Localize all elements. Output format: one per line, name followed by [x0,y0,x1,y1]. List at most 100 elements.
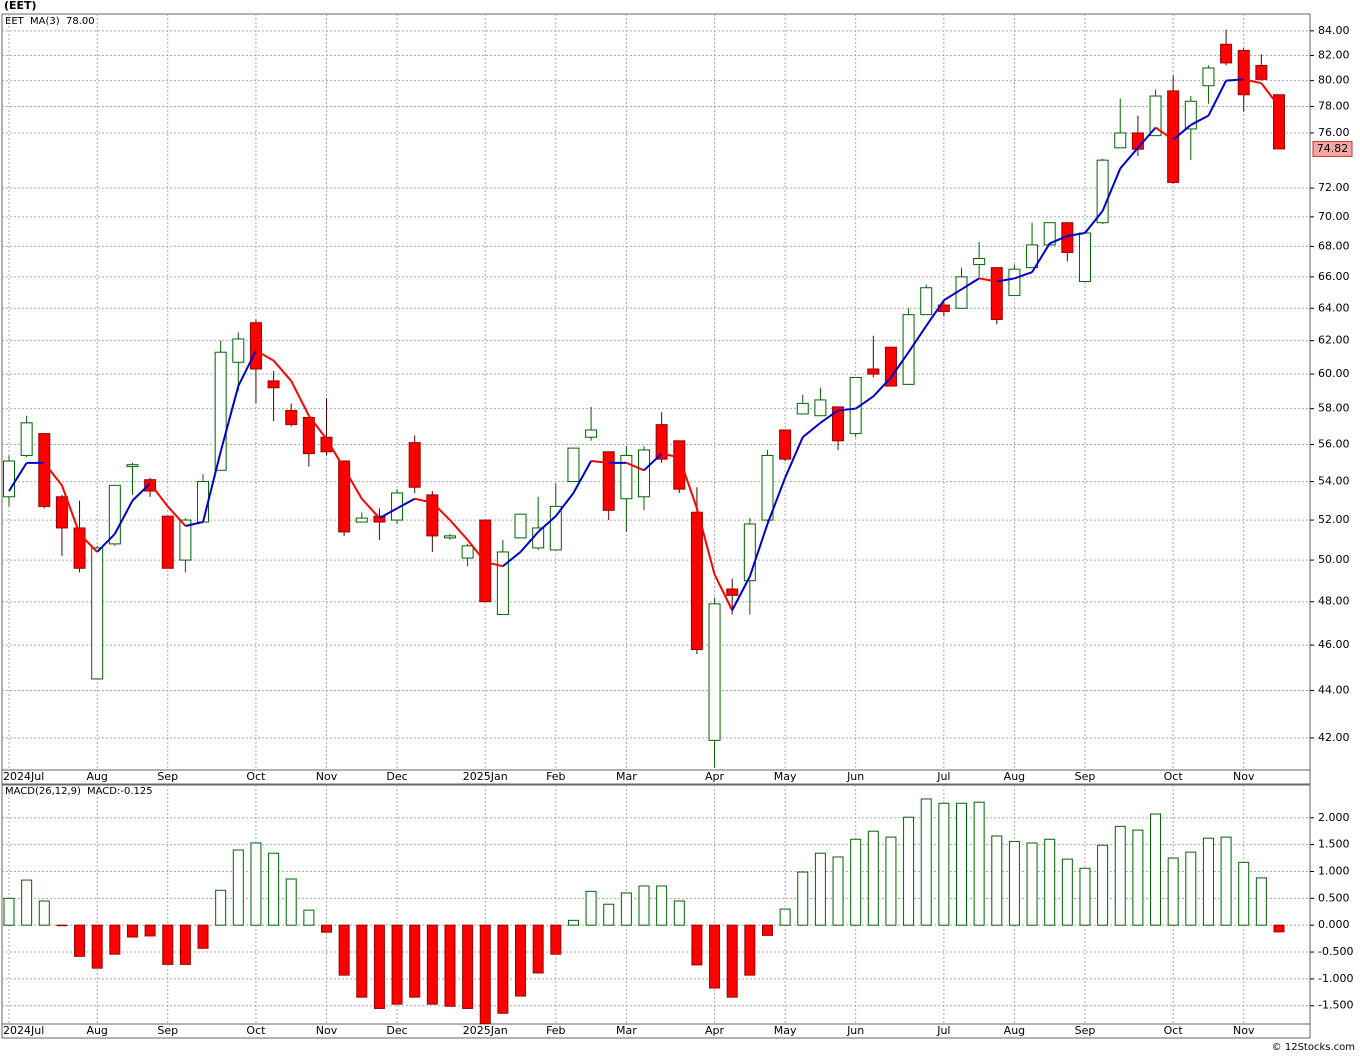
histogram-bar [268,852,280,926]
ma-segment [272,359,292,382]
ma-segment [1190,114,1209,126]
histogram-bar [726,924,738,998]
x-tick-label: Sep [1075,1024,1096,1037]
ma-segment [185,521,204,527]
histogram-bar [1255,877,1267,926]
histogram-bar [1150,813,1162,926]
histogram-bar [462,924,474,1009]
candle-body [3,460,15,498]
ma-segment [219,385,240,453]
candle-body [461,545,474,559]
ma-segment [819,409,839,424]
histogram-bar [850,838,862,926]
histogram-bar [832,856,844,926]
ma-segment [1119,147,1139,170]
histogram-bar [303,909,315,926]
x-tick-label: Jul [936,770,950,783]
histogram-bar [903,816,915,926]
candle-body [973,257,986,266]
candle-body [1149,95,1162,137]
candle-body [38,433,51,507]
histogram-bar [56,924,68,927]
candle-body [55,496,68,529]
ma-segment [519,531,539,553]
candle-body [126,464,139,468]
y-tick-label: 84.00 [1318,24,1350,37]
x-tick-label: May [774,770,797,783]
candle-body [743,523,756,582]
x-tick-label: Mar [616,770,637,783]
histogram-bar [179,924,191,965]
y-tick-label: 76.00 [1318,126,1350,139]
x-tick-label: Apr [705,1024,725,1037]
ma-segment [1031,242,1051,273]
candle-body [179,519,192,561]
candle-body [1255,64,1268,80]
candle-body [91,547,104,680]
ma-segment [555,492,575,517]
x-tick-label: 2024Jul [3,1024,44,1037]
histogram-bar [885,836,897,926]
x-tick-label: Aug [86,1024,107,1037]
candle-body [391,492,404,521]
histogram-bar [1238,861,1250,926]
histogram-bar [1273,924,1285,933]
y-tick-label: 62.00 [1318,334,1350,347]
x-tick-label: Oct [246,770,266,783]
candle-body [373,515,386,523]
y-tick-label: 0.500 [1318,891,1350,904]
x-tick-label: 2024Jul [3,770,44,783]
ma-segment [325,438,345,469]
legend-symbol: EET [5,16,25,27]
histogram-bar [3,897,15,926]
histogram-bar [814,852,826,926]
histogram-bar [444,924,456,1007]
candle-body [602,451,615,511]
histogram-bar [1061,858,1073,926]
candle-body [832,406,845,442]
ma-segment [925,299,945,327]
y-tick-label: 44.00 [1318,683,1350,696]
x-tick-label: Nov [316,1024,338,1037]
histogram-bar [144,924,156,937]
ma-segment [502,551,522,567]
ma-segment [131,482,151,502]
x-tick-label: Aug [1004,770,1025,783]
x-tick-label: Aug [86,770,107,783]
histogram-bar [709,924,721,989]
histogram-bar [1079,867,1091,926]
histogram-bar [920,798,932,926]
histogram-bar [1132,829,1144,926]
x-tick-label: 2025Jan [463,770,508,783]
candle-body [1220,43,1233,64]
x-tick-label: Jun [846,1024,864,1037]
candle-body [108,484,121,545]
ma-segment [766,477,787,525]
histogram-bar [1114,825,1126,926]
histogram-bar [232,849,244,926]
candle-body [496,551,509,616]
histogram-bar [991,835,1003,926]
x-tick-label: Dec [386,1024,407,1037]
histogram-bar [38,900,50,926]
ma-segment [1067,232,1086,237]
ma-segment [1014,271,1033,280]
histogram-bar [585,890,597,926]
ma-segment [1049,235,1068,245]
histogram-bar [744,924,756,976]
histogram-bar [126,924,138,938]
histogram-bar [21,879,33,926]
footer: © 12Stocks.com [1272,1042,1355,1053]
histogram-bar [603,903,615,926]
ma-segment [60,485,81,535]
candle-body [761,454,774,521]
x-tick-label: Oct [1164,770,1184,783]
candle-body [320,436,333,453]
candle-body [673,440,686,490]
x-axis-strip [1,1023,1311,1039]
ma-segment [414,497,433,504]
candle-body [197,481,210,523]
ma-segment [202,451,222,523]
histogram-bar [532,924,544,974]
y-tick-label: 50.00 [1318,553,1350,566]
